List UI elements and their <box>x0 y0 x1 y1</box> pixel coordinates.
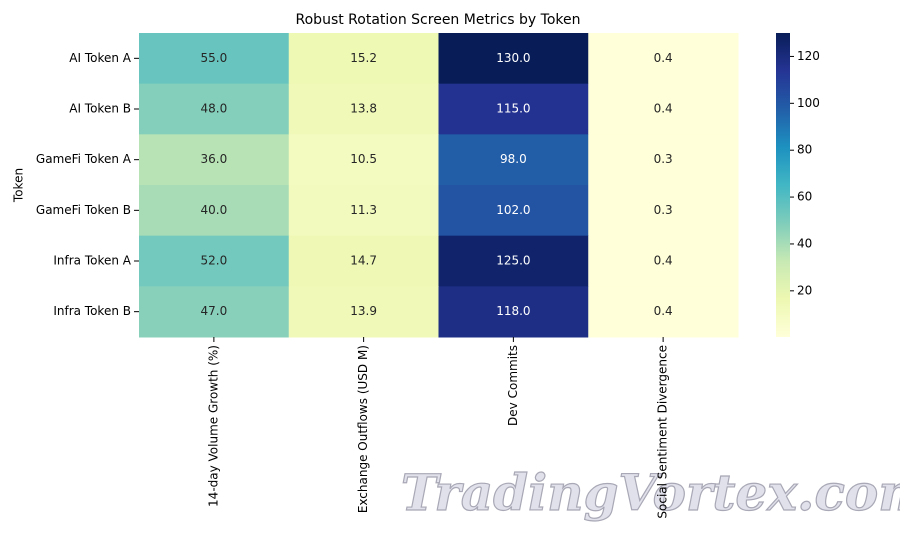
x-tick-label: Exchange Outflows (USD M) <box>356 345 370 513</box>
colorbar-tick-label: 100 <box>797 96 820 110</box>
heatmap-cell <box>438 286 589 338</box>
heatmap-cell <box>288 33 439 85</box>
x-tick-label: Social Sentiment Divergence <box>656 345 670 519</box>
watermark: TradingVortex.com <box>401 463 900 522</box>
heatmap-cell <box>588 83 739 135</box>
y-tick-label: GameFi Token A <box>36 152 132 166</box>
cell-label: 102.0 <box>496 203 530 217</box>
heatmap-cell <box>438 235 589 287</box>
heatmap-cell <box>588 235 739 287</box>
cell-label: 13.8 <box>350 102 377 116</box>
y-tick-label: AI Token B <box>69 102 131 116</box>
y-tick-label: AI Token A <box>69 51 132 65</box>
cell-label: 40.0 <box>201 203 228 217</box>
y-tick-label: Infra Token A <box>53 254 131 268</box>
cell-label: 13.9 <box>350 304 377 318</box>
cell-label: 0.4 <box>654 304 673 318</box>
cell-label: 14.7 <box>350 254 377 268</box>
cell-label: 130.0 <box>496 51 530 65</box>
cell-label: 0.3 <box>654 152 673 166</box>
heatmap-cell <box>288 134 439 186</box>
cell-label: 47.0 <box>201 304 228 318</box>
heatmap-cell <box>438 185 589 237</box>
heatmap-cell <box>438 134 589 186</box>
heatmap-cell <box>288 83 439 135</box>
heatmap-cell <box>139 33 290 85</box>
y-axis-label: Token <box>12 168 26 203</box>
cell-label: 118.0 <box>496 304 530 318</box>
heatmap-cell <box>139 286 290 338</box>
heatmap-cell <box>139 134 290 186</box>
cell-label: 36.0 <box>201 152 228 166</box>
heatmap-cell <box>288 185 439 237</box>
colorbar <box>776 33 790 337</box>
heatmap-cell <box>588 33 739 85</box>
cell-label: 48.0 <box>201 102 228 116</box>
heatmap-cell <box>139 185 290 237</box>
colorbar-tick-label: 40 <box>797 236 812 250</box>
heatmap-cell <box>588 185 739 237</box>
heatmap-cell <box>288 235 439 287</box>
colorbar-tick-label: 60 <box>797 190 812 204</box>
heatmap-cell <box>588 286 739 338</box>
colorbar-tick-label: 80 <box>797 143 812 157</box>
cell-label: 10.5 <box>350 152 377 166</box>
colorbar-tick-label: 120 <box>797 49 820 63</box>
x-tick-label: Dev Commits <box>506 345 520 426</box>
chart-title: Robust Rotation Screen Metrics by Token <box>296 12 581 28</box>
cell-label: 52.0 <box>201 254 228 268</box>
cell-label: 115.0 <box>496 102 530 116</box>
cell-label: 55.0 <box>201 51 228 65</box>
heatmap-cell <box>438 83 589 135</box>
heatmap-cell <box>438 33 589 85</box>
colorbar-tick-label: 20 <box>797 283 812 297</box>
y-tick-label: Infra Token B <box>53 304 131 318</box>
heatmap-cell <box>588 134 739 186</box>
cell-label: 98.0 <box>500 152 527 166</box>
cell-label: 0.4 <box>654 51 673 65</box>
heatmap-cell <box>288 286 439 338</box>
heatmap-cell <box>139 83 290 135</box>
cell-label: 0.4 <box>654 254 673 268</box>
cell-label: 125.0 <box>496 254 530 268</box>
heatmap-cell <box>139 235 290 287</box>
cell-label: 15.2 <box>350 51 377 65</box>
y-tick-label: GameFi Token B <box>36 203 131 217</box>
x-tick-label: 14-day Volume Growth (%) <box>206 345 220 507</box>
cell-label: 11.3 <box>350 203 377 217</box>
cell-label: 0.4 <box>654 102 673 116</box>
cell-label: 0.3 <box>654 203 673 217</box>
